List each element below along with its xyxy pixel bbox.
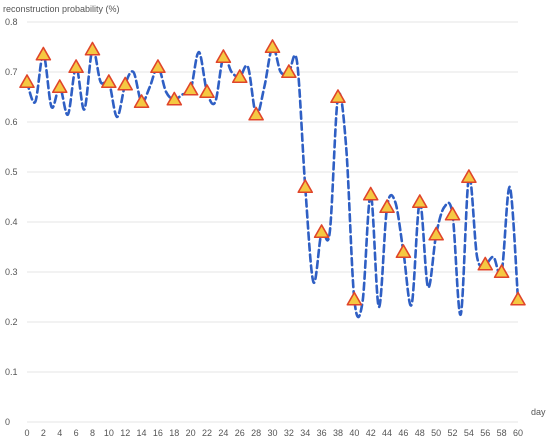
triangle-marker bbox=[117, 76, 133, 91]
triangle-marker bbox=[379, 199, 395, 214]
x-tick-label: 48 bbox=[415, 428, 425, 438]
triangle-marker bbox=[150, 59, 166, 74]
triangle-marker bbox=[68, 59, 84, 74]
triangle-marker bbox=[297, 179, 314, 194]
triangle-marker bbox=[166, 91, 183, 106]
triangle-marker bbox=[248, 106, 264, 121]
triangle-marker bbox=[133, 94, 150, 109]
y-tick-label: 0.6 bbox=[5, 117, 18, 127]
x-tick-label: 42 bbox=[366, 428, 376, 438]
y-tick-labels: 0 0.1 0.2 0.3 0.4 0.5 0.6 0.7 0.8 bbox=[5, 17, 18, 427]
x-tick-label: 22 bbox=[202, 428, 212, 438]
x-tick-label: 4 bbox=[57, 428, 62, 438]
x-tick-label: 6 bbox=[74, 428, 79, 438]
triangle-marker bbox=[330, 89, 346, 104]
triangle-marker bbox=[281, 64, 297, 79]
triangle-marker bbox=[84, 41, 101, 56]
series-line bbox=[25, 45, 520, 319]
triangle-marker bbox=[444, 206, 461, 221]
triangle-marker bbox=[51, 79, 68, 94]
triangle-marker bbox=[493, 264, 510, 279]
triangle-marker bbox=[411, 194, 428, 209]
x-tick-label: 20 bbox=[186, 428, 196, 438]
y-tick-label: 0.3 bbox=[5, 267, 18, 277]
triangle-marker bbox=[461, 169, 477, 184]
y-tick-label: 0.1 bbox=[5, 367, 18, 377]
x-tick-label: 36 bbox=[317, 428, 327, 438]
triangle-marker bbox=[19, 74, 35, 89]
triangle-marker bbox=[395, 244, 412, 259]
x-tick-label: 10 bbox=[104, 428, 114, 438]
x-tick-label: 30 bbox=[267, 428, 277, 438]
triangle-marker bbox=[428, 226, 444, 241]
triangle-marker bbox=[313, 224, 330, 239]
x-tick-label: 44 bbox=[382, 428, 392, 438]
x-tick-label: 46 bbox=[398, 428, 408, 438]
x-tick-label: 14 bbox=[137, 428, 147, 438]
x-tick-label: 8 bbox=[90, 428, 95, 438]
y-tick-label: 0.8 bbox=[5, 17, 18, 27]
x-tick-label: 34 bbox=[300, 428, 310, 438]
triangle-marker bbox=[101, 74, 117, 89]
data-markers bbox=[19, 39, 526, 306]
triangle-marker bbox=[362, 186, 379, 201]
x-tick-label: 2 bbox=[41, 428, 46, 438]
x-tick-label: 56 bbox=[480, 428, 490, 438]
x-tick-label: 32 bbox=[284, 428, 294, 438]
x-tick-label: 60 bbox=[513, 428, 523, 438]
x-tick-labels: 0 2 4 6 8 10 12 14 16 18 20 22 24 26 28 30 32 34 36 38 40 42 4… bbox=[24, 428, 523, 438]
triangle-marker bbox=[477, 256, 494, 271]
x-tick-label: 18 bbox=[169, 428, 179, 438]
y-axis-title: reconstruction probability (%) bbox=[3, 4, 120, 14]
x-tick-label: 24 bbox=[218, 428, 228, 438]
x-tick-label: 38 bbox=[333, 428, 343, 438]
triangle-marker bbox=[35, 46, 52, 61]
y-tick-label: 0.7 bbox=[5, 67, 18, 77]
x-tick-label: 52 bbox=[448, 428, 458, 438]
x-tick-label: 28 bbox=[251, 428, 261, 438]
triangle-marker bbox=[215, 49, 232, 64]
x-axis-title: day bbox=[531, 407, 546, 417]
y-tick-label: 0.5 bbox=[5, 167, 18, 177]
x-tick-label: 50 bbox=[431, 428, 441, 438]
x-tick-label: 54 bbox=[464, 428, 474, 438]
triangle-marker bbox=[510, 291, 526, 306]
triangle-marker bbox=[346, 291, 363, 306]
x-tick-label: 58 bbox=[497, 428, 507, 438]
x-tick-label: 0 bbox=[24, 428, 29, 438]
x-tick-label: 40 bbox=[349, 428, 359, 438]
x-tick-label: 12 bbox=[120, 428, 130, 438]
y-tick-label: 0.2 bbox=[5, 317, 18, 327]
triangle-marker bbox=[182, 81, 199, 96]
grid-lines bbox=[27, 21, 518, 423]
triangle-marker bbox=[199, 84, 215, 99]
triangle-marker bbox=[231, 69, 248, 84]
x-tick-label: 16 bbox=[153, 428, 163, 438]
x-tick-label: 26 bbox=[235, 428, 245, 438]
series-lines bbox=[25, 45, 520, 319]
y-tick-label: 0 bbox=[5, 417, 10, 427]
y-tick-label: 0.4 bbox=[5, 217, 18, 227]
triangle-marker bbox=[264, 39, 281, 54]
